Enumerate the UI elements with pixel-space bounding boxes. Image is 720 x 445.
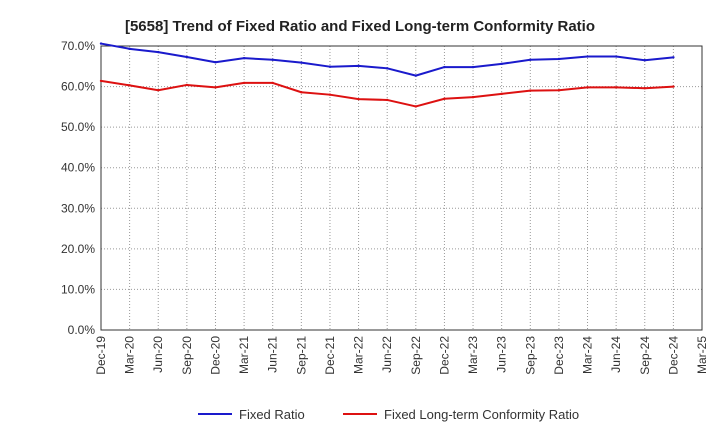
- x-tick-label: Mar-24: [581, 336, 595, 374]
- data-point-fixed-long-term-conformity-ratio: [214, 86, 217, 89]
- data-point-fixed-ratio: [128, 47, 131, 51]
- data-point-fixed-long-term-conformity-ratio: [357, 97, 360, 101]
- data-point-fixed-ratio: [328, 65, 332, 68]
- x-tick-label: Mar-25: [695, 336, 709, 374]
- data-point-fixed-long-term-conformity-ratio: [557, 89, 561, 92]
- legend-label-fixed-long-term-conformity-ratio: Fixed Long-term Conformity Ratio: [384, 407, 579, 422]
- data-point-fixed-long-term-conformity-ratio: [242, 81, 246, 85]
- x-tick-label: Sep-24: [638, 336, 652, 375]
- data-point-fixed-ratio: [586, 55, 589, 58]
- data-point-fixed-ratio: [385, 67, 389, 70]
- x-tick-label: Mar-22: [352, 336, 366, 374]
- data-point-fixed-long-term-conformity-ratio: [385, 98, 389, 102]
- legend-label-fixed-ratio: Fixed Ratio: [239, 407, 305, 422]
- x-axis: Dec-19 Mar-20 Jun-20 Sep-20 Dec-20 Mar-21 Jun-…: [94, 336, 709, 375]
- x-tick-label: Mar-23: [466, 336, 480, 374]
- data-point-fixed-long-term-conformity-ratio: [586, 86, 589, 89]
- data-point-fixed-ratio: [672, 56, 675, 59]
- x-tick-label: Jun-23: [495, 336, 509, 373]
- y-tick-label: 50.0%: [61, 120, 95, 134]
- data-point-fixed-ratio: [643, 59, 646, 62]
- series-lines: [99, 42, 675, 108]
- data-point-fixed-ratio: [357, 64, 360, 68]
- data-point-fixed-ratio: [214, 61, 217, 64]
- legend: Fixed Ratio Fixed Long-term Conformity Ra…: [198, 407, 579, 422]
- data-point-fixed-long-term-conformity-ratio: [300, 91, 303, 94]
- data-point-fixed-long-term-conformity-ratio: [672, 85, 675, 88]
- data-point-fixed-ratio: [414, 74, 418, 77]
- data-point-fixed-long-term-conformity-ratio: [128, 84, 131, 87]
- x-tick-label: Dec-23: [552, 336, 566, 375]
- data-point-fixed-ratio: [99, 42, 103, 45]
- y-tick-label: 70.0%: [61, 39, 95, 53]
- data-point-fixed-long-term-conformity-ratio: [614, 86, 618, 89]
- data-point-fixed-long-term-conformity-ratio: [157, 89, 160, 92]
- x-tick-label: Sep-22: [409, 336, 423, 375]
- y-tick-label: 0.0%: [68, 323, 96, 337]
- data-point-fixed-long-term-conformity-ratio: [529, 89, 532, 92]
- data-point-fixed-long-term-conformity-ratio: [271, 81, 274, 85]
- data-point-fixed-long-term-conformity-ratio: [328, 93, 332, 96]
- x-tick-label: Sep-23: [523, 336, 537, 375]
- x-tick-label: Mar-20: [123, 336, 137, 374]
- data-point-fixed-long-term-conformity-ratio: [500, 92, 503, 96]
- data-point-fixed-long-term-conformity-ratio: [471, 95, 475, 99]
- x-tick-label: Dec-22: [437, 336, 451, 375]
- y-tick-label: 40.0%: [61, 161, 95, 175]
- y-tick-label: 60.0%: [61, 80, 95, 94]
- y-tick-label: 20.0%: [61, 242, 95, 256]
- data-point-fixed-ratio: [557, 57, 561, 61]
- data-point-fixed-ratio: [443, 65, 446, 69]
- x-tick-label: Mar-21: [237, 336, 251, 374]
- x-tick-label: Sep-20: [180, 336, 194, 375]
- x-tick-label: Jun-20: [151, 336, 165, 373]
- plot-frame: [100, 45, 703, 331]
- data-point-fixed-long-term-conformity-ratio: [643, 86, 646, 90]
- y-tick-label: 10.0%: [61, 282, 95, 296]
- data-point-fixed-ratio: [242, 56, 246, 60]
- data-point-fixed-ratio: [300, 61, 303, 64]
- data-point-fixed-ratio: [157, 50, 160, 54]
- data-point-fixed-long-term-conformity-ratio: [99, 79, 103, 83]
- data-point-fixed-ratio: [529, 58, 532, 61]
- x-tick-label: Dec-19: [94, 336, 108, 375]
- data-point-fixed-ratio: [614, 55, 618, 58]
- data-point-fixed-ratio: [471, 65, 475, 69]
- x-tick-label: Jun-21: [266, 336, 280, 373]
- data-point-fixed-ratio: [271, 58, 274, 61]
- chart-title: [5658] Trend of Fixed Ratio and Fixed Lo…: [125, 18, 595, 35]
- y-axis: 0.0% 10.0% 20.0% 30.0% 40.0% 50.0% 60.0% 70.0%: [61, 39, 95, 337]
- x-tick-label: Jun-22: [380, 336, 394, 373]
- data-point-fixed-long-term-conformity-ratio: [443, 97, 446, 100]
- x-tick-label: Dec-21: [323, 336, 337, 375]
- data-point-fixed-long-term-conformity-ratio: [185, 83, 189, 87]
- x-tick-label: Jun-24: [609, 336, 623, 373]
- y-tick-label: 30.0%: [61, 201, 95, 215]
- x-tick-label: Dec-20: [208, 336, 222, 375]
- data-point-fixed-long-term-conformity-ratio: [414, 105, 418, 108]
- data-point-fixed-ratio: [500, 62, 503, 66]
- data-point-fixed-ratio: [185, 55, 189, 59]
- x-tick-label: Dec-24: [666, 336, 680, 375]
- grid: [101, 45, 702, 330]
- x-tick-label: Sep-21: [294, 336, 308, 375]
